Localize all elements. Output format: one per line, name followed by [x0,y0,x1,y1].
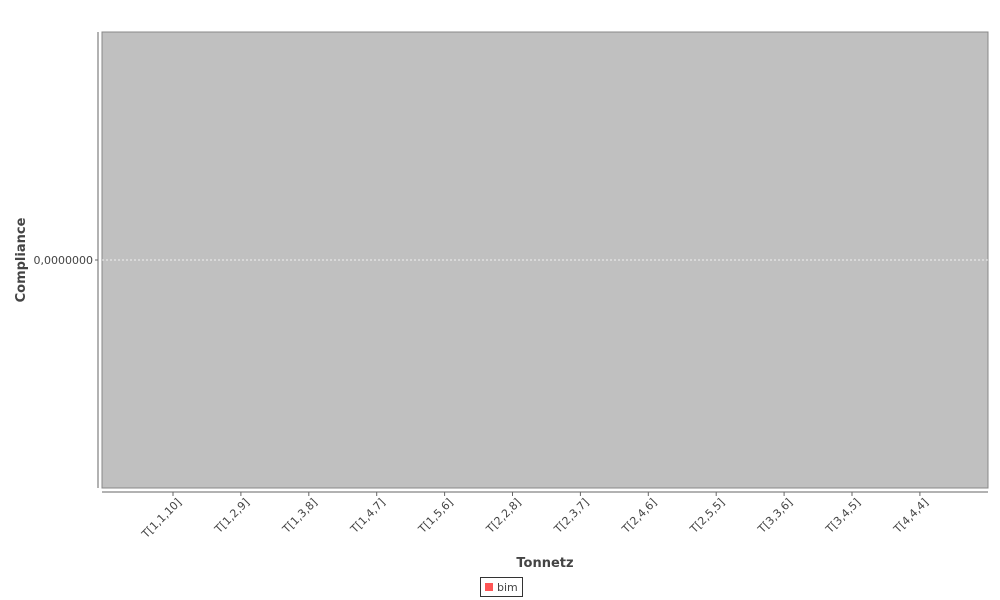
x-tick-group: T[1,1,10] T[1,2,9] T[1,3,8] T[1,4,7] T[1,5,6… [139,492,931,541]
plot-area [101,31,989,489]
x-tick-label: T[1,3,8] [279,496,320,537]
x-tick-label: T[1,1,10] [139,496,184,541]
x-tick-label: T[3,3,6] [755,496,796,537]
x-tick-label: T[4,4,4] [891,496,932,537]
x-tick-label: T[2,5,5] [687,496,728,537]
x-tick-label: T[2,3,7] [551,496,592,537]
x-tick-label: T[2,2,8] [483,496,524,537]
legend: bim [480,577,523,597]
x-tick-label: T[1,4,7] [347,496,388,537]
x-tick-label: T[1,5,6] [415,496,456,537]
y-tick-label: 0,0000000 [34,254,94,267]
x-axis-title: Tonnetz [516,556,573,571]
x-tick-label: T[2,4,6] [619,496,660,537]
y-axis-title: Compliance [14,217,29,302]
x-tick-label: T[3,4,5] [823,496,864,537]
legend-swatch [485,583,493,591]
legend-label: bim [497,580,518,594]
x-tick-label: T[1,2,9] [212,496,253,537]
